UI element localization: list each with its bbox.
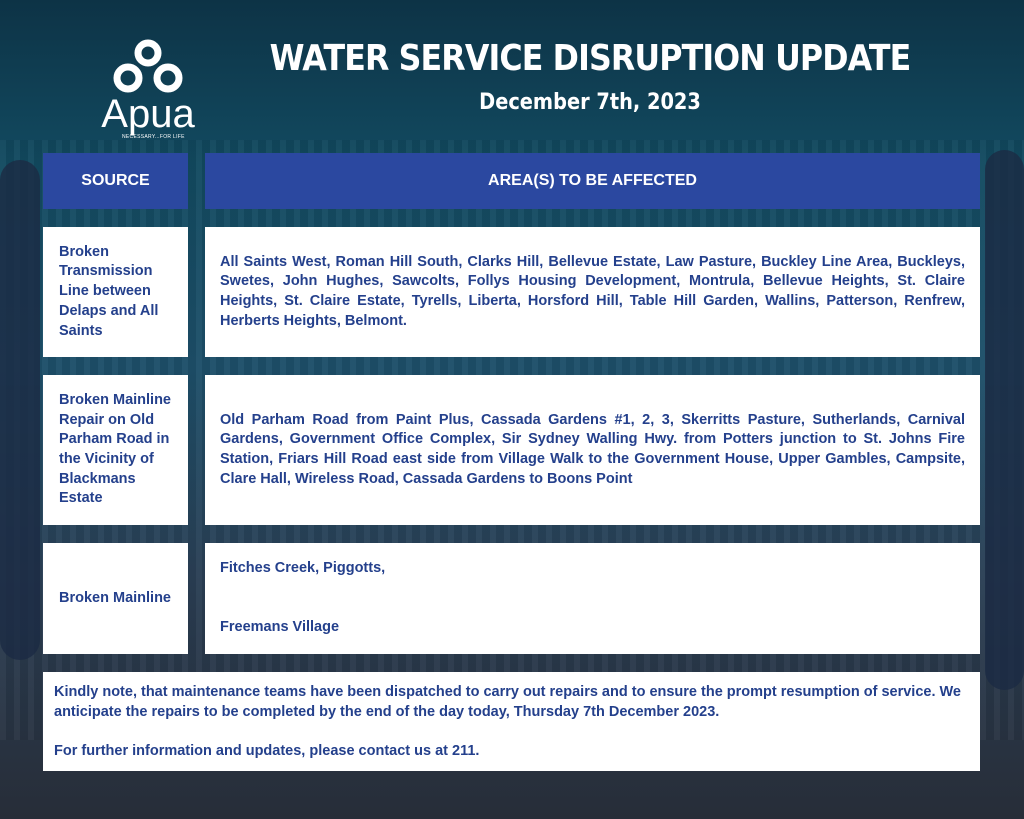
contact-text: For further information and updates, ple… xyxy=(54,743,480,760)
row-1-source: Broken Transmission Line between Delaps … xyxy=(43,227,188,357)
notice-text: Kindly note, that maintenance teams have… xyxy=(54,684,962,720)
page-date: December 7th, 2023 xyxy=(479,90,701,115)
logo-swirl-icon xyxy=(113,39,183,93)
row-2-source: Broken Mainline Repair on Old Parham Roa… xyxy=(43,375,188,525)
row-2-areas: Old Parham Road from Paint Plus, Cassada… xyxy=(205,375,980,525)
row-1-areas: All Saints West, Roman Hill South, Clark… xyxy=(205,227,980,357)
background-pipe xyxy=(985,150,1024,690)
background-pipe xyxy=(0,160,40,660)
apua-logo: Apua NECESSARY...FOR LIFE xyxy=(92,38,204,140)
logo-tagline: NECESSARY...FOR LIFE xyxy=(122,134,185,140)
page-title: WATER SERVICE DISRUPTION UPDATE xyxy=(269,38,912,79)
row-3-source: Broken Mainline xyxy=(43,543,188,654)
header-areas: AREA(S) TO BE AFFECTED xyxy=(205,153,980,209)
row-3-area-line: Fitches Creek, Piggotts, xyxy=(220,560,386,576)
row-3-area-line: Freemans Village xyxy=(220,619,340,636)
logo-name: Apua xyxy=(101,92,195,136)
notice-box: Kindly note, that maintenance teams have… xyxy=(43,672,980,771)
row-3-areas: Fitches Creek, Piggotts, Freemans Villag… xyxy=(205,543,980,654)
header-source: SOURCE xyxy=(43,153,188,209)
